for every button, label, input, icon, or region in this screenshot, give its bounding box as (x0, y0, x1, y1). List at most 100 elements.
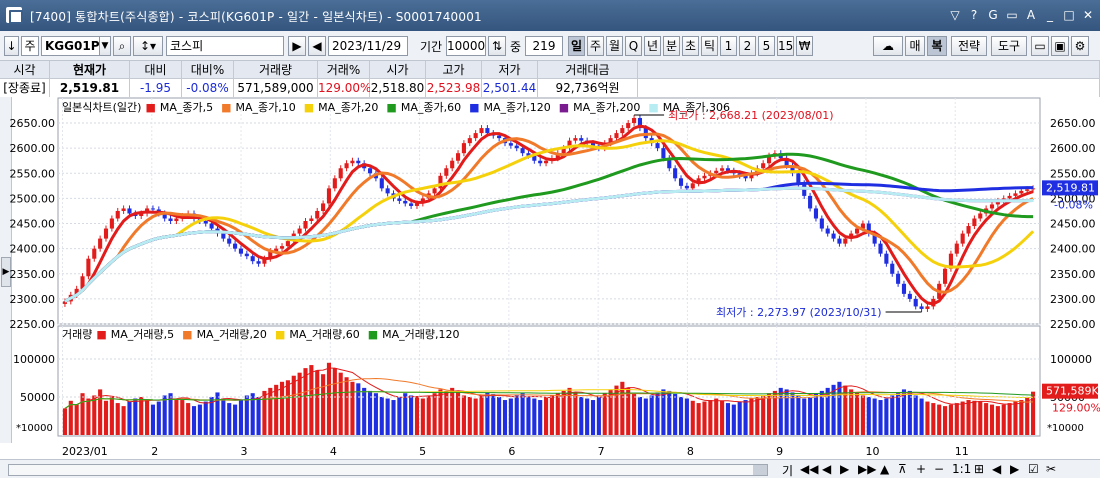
open-icon[interactable]: ▭ (1031, 36, 1049, 56)
timeframe-button[interactable]: 1 (720, 36, 737, 56)
chart-control-button[interactable]: ⊼ (898, 462, 907, 476)
y-tick-label-right: 2450.00 (1050, 218, 1096, 231)
quote-filler (638, 61, 1100, 79)
dropdown-icon[interactable]: ▽ (950, 8, 960, 22)
settings-icon[interactable]: ⚙ (1071, 36, 1089, 56)
save-icon[interactable]: ▣ (1051, 36, 1069, 56)
code-input[interactable]: KGG01P (41, 36, 111, 56)
candle-body (831, 233, 836, 239)
minimize-button[interactable]: _ (1047, 8, 1053, 22)
next-icon[interactable]: ▶ (288, 36, 306, 56)
x-tick-label: 10 (865, 445, 879, 458)
chart-control-button[interactable]: + (916, 462, 927, 476)
chart-control-button[interactable]: ⊞ (974, 462, 985, 476)
y-tick-label-left: 2250.00 (10, 318, 56, 331)
candle-body (227, 238, 232, 244)
volume-bar (1019, 400, 1024, 435)
download-icon[interactable]: ↓ (4, 36, 19, 56)
candle-body (925, 306, 930, 309)
candle-body (673, 168, 678, 179)
volume-bar (508, 398, 513, 435)
volume-bar (74, 404, 79, 435)
timeframe-button[interactable]: 주 (587, 36, 604, 56)
font-size-icon[interactable]: A (1026, 8, 1036, 22)
chart-control-button[interactable]: ▶ (840, 462, 850, 476)
candle-body (655, 143, 660, 149)
legend-item: ■ MA_거래량,5 (96, 328, 175, 341)
count-input[interactable]: 219 (525, 36, 563, 56)
y-tick-label-left: 2400.00 (10, 243, 56, 256)
timeframe-button[interactable]: 년 (644, 36, 661, 56)
candle-body (297, 228, 302, 234)
chart-control-button[interactable]: − (934, 462, 945, 476)
candle-body (456, 153, 461, 161)
chart-control-button[interactable]: ☑ (1028, 462, 1039, 476)
multi-button[interactable]: 복 (927, 36, 947, 56)
cloud-icon[interactable]: ☁ (873, 36, 903, 56)
chart-control-button[interactable]: ▲ (880, 462, 890, 476)
timeframe-button[interactable]: 2 (739, 36, 756, 56)
link-period-icon[interactable]: ⇅ (488, 36, 506, 56)
candle-body (813, 208, 819, 219)
volume-bar (860, 395, 865, 435)
search-icon[interactable]: ⌕ (113, 36, 131, 56)
timeframe-button[interactable]: 초 (682, 36, 699, 56)
quote-value: 2,519.81 (50, 79, 130, 97)
volume-bar (696, 403, 701, 435)
close-button[interactable]: ✕ (1082, 8, 1094, 22)
timeframe-button[interactable]: 틱 (701, 36, 718, 56)
volume-bar (655, 392, 660, 435)
volume-bar (573, 392, 578, 435)
chart-control-button[interactable]: ✂ (1046, 462, 1057, 476)
strategy-button[interactable]: 전략 (951, 36, 987, 56)
scroll-thumb[interactable] (753, 465, 767, 475)
prev-icon[interactable]: ◀ (308, 36, 326, 56)
volume-bar (561, 390, 566, 435)
candle-body (203, 221, 208, 224)
candle-body (508, 143, 513, 146)
chart-control-button[interactable]: 1:1 (952, 462, 972, 476)
chart-control-button[interactable]: ◀◀ (800, 462, 819, 476)
volume-bar (849, 389, 854, 435)
y-tick-label-left: 2500.00 (10, 192, 56, 205)
maximize-button[interactable]: □ (1063, 8, 1075, 22)
quote-value: 2,518.80 (370, 79, 426, 97)
horizontal-scrollbar[interactable] (8, 464, 768, 476)
sort-icon[interactable]: ↕▾ (133, 36, 163, 56)
candle-body (356, 160, 361, 164)
candle-body (913, 298, 918, 307)
expand-left-icon[interactable]: ▶ (1, 257, 11, 287)
candle-body (497, 135, 502, 139)
timeframe-button[interactable]: 월 (606, 36, 623, 56)
chart-control-button[interactable]: ◀ (992, 462, 1002, 476)
help-icon[interactable]: ? (970, 8, 978, 22)
volume-bar (1001, 404, 1006, 435)
candle-body (620, 128, 625, 134)
market-select[interactable]: 주 (21, 36, 39, 56)
chart-control-button[interactable]: ▶▶ (858, 462, 877, 476)
chart-control-button[interactable]: ▶ (1010, 462, 1020, 476)
volume-bar (808, 397, 813, 435)
timeframe-button[interactable]: 15 (777, 36, 794, 56)
code-dropdown-icon[interactable]: ▼ (99, 36, 111, 56)
volume-tick-left: 100000 (13, 353, 55, 366)
period-input[interactable]: 10000 (446, 36, 486, 56)
legend-item: ■ MA_종가,306 (648, 101, 731, 114)
candle-body (385, 188, 390, 194)
date-input[interactable]: 2023/11/29 (328, 36, 408, 56)
timeframe-button[interactable]: ₩ (796, 36, 813, 56)
volume-bar (937, 404, 942, 435)
timeframe-button[interactable]: 일 (568, 36, 585, 56)
link-icon[interactable]: ▭ (1006, 8, 1018, 22)
timeframe-button[interactable]: 5 (758, 36, 775, 56)
timeframe-button[interactable]: 분 (663, 36, 680, 56)
buy-button[interactable]: 매 (905, 36, 925, 56)
legend-item: ■ MA_거래량,20 (182, 328, 267, 341)
g-icon[interactable]: G (988, 8, 998, 22)
chart-control-button[interactable]: 기 (782, 464, 794, 478)
chart-control-button[interactable]: ◀ (822, 462, 832, 476)
low-annotation: 최저가 : 2,273.97 (2023/10/31) (716, 306, 882, 319)
chart-canvas[interactable]: 2650.00 2650.00 2600.00 2600.00 2550.00 2550.… (0, 97, 1100, 459)
timeframe-button[interactable]: Q (625, 36, 642, 56)
tools-button[interactable]: 도구 (991, 36, 1027, 56)
